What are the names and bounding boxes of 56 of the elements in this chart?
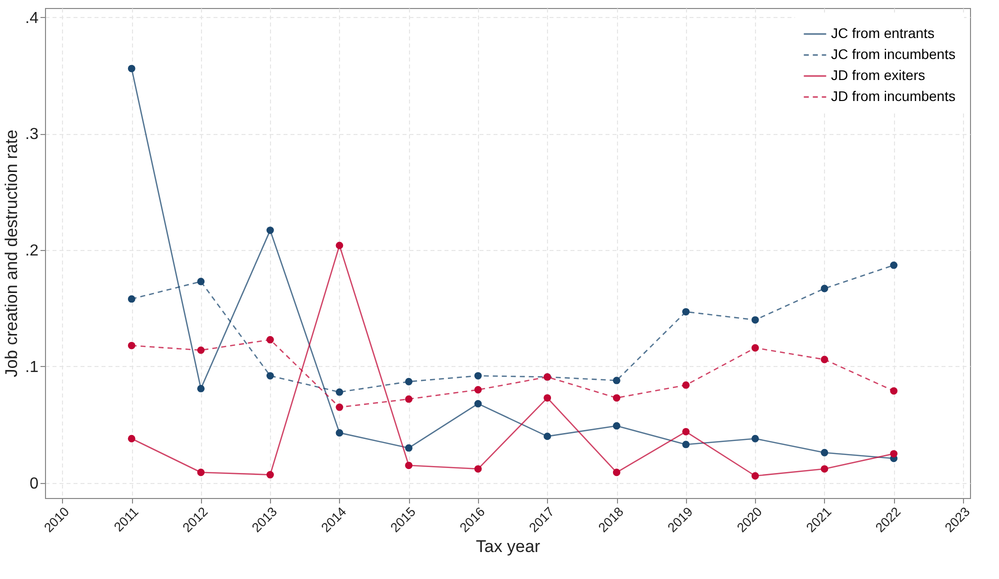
y-axis-title: Job creation and destruction rate xyxy=(2,130,22,378)
y-tick-label: 0 xyxy=(30,475,39,492)
point xyxy=(752,472,759,480)
point xyxy=(820,356,828,364)
point xyxy=(682,308,690,316)
x-axis-title: Tax year xyxy=(476,537,540,556)
point xyxy=(336,404,344,411)
point xyxy=(474,372,482,380)
point xyxy=(266,372,274,380)
point xyxy=(266,226,274,234)
point xyxy=(612,376,620,384)
point xyxy=(405,462,412,470)
point xyxy=(820,448,828,456)
point xyxy=(405,395,412,403)
point xyxy=(128,295,136,303)
legend-label: JC from incumbents xyxy=(831,46,956,62)
point xyxy=(474,400,482,408)
point xyxy=(682,381,690,389)
legend-label: JC from entrants xyxy=(831,25,934,41)
y-tick-label: .1 xyxy=(25,358,39,376)
point xyxy=(820,284,828,292)
point xyxy=(890,450,898,458)
point xyxy=(890,387,898,395)
point xyxy=(197,468,205,476)
point xyxy=(128,64,136,72)
point xyxy=(612,394,620,402)
point xyxy=(474,386,482,394)
point xyxy=(682,428,690,436)
point xyxy=(197,346,205,354)
y-tick-label: .3 xyxy=(25,126,39,144)
legend-label: JD from incumbents xyxy=(831,88,956,104)
y-tick-label: .4 xyxy=(25,10,39,27)
point xyxy=(266,471,274,478)
point xyxy=(336,429,344,437)
point xyxy=(682,440,690,448)
point xyxy=(405,444,412,452)
point xyxy=(752,344,759,352)
point xyxy=(612,422,620,430)
point xyxy=(128,342,136,350)
point xyxy=(752,434,759,442)
point xyxy=(266,336,274,344)
point xyxy=(544,394,552,402)
point xyxy=(128,434,136,442)
y-tick-label: .2 xyxy=(25,242,39,260)
point xyxy=(336,242,344,250)
point xyxy=(820,465,828,473)
legend-label: JD from exiters xyxy=(831,67,926,83)
point xyxy=(336,388,344,396)
point xyxy=(890,262,898,269)
point xyxy=(405,378,412,386)
point xyxy=(544,432,552,440)
point xyxy=(752,316,759,324)
point xyxy=(612,468,620,476)
point xyxy=(474,465,482,473)
point xyxy=(197,278,205,286)
point xyxy=(197,384,205,392)
